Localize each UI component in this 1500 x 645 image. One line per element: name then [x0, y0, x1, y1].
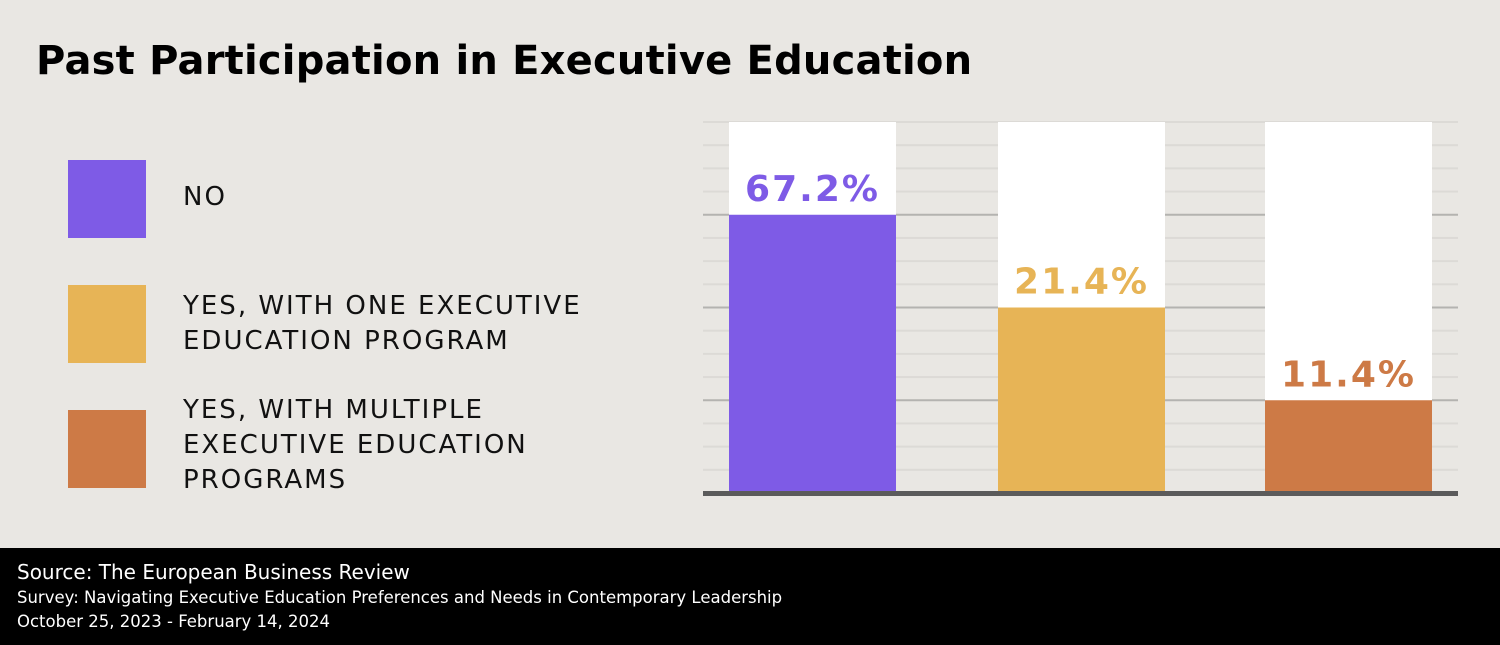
legend-swatch-no	[68, 160, 146, 238]
footer-survey: Survey: Navigating Executive Education P…	[17, 588, 783, 607]
legend-swatch-multiple-programs	[68, 410, 146, 488]
footer-dates: October 25, 2023 - February 14, 2024	[17, 612, 331, 631]
bar-chart: 67.2% 21.4% 11.4%	[703, 121, 1458, 496]
bars	[729, 122, 1432, 493]
legend-label-multiple-programs: YES, WITH MULTIPLE EXECUTIVE EDUCATION P…	[183, 395, 528, 495]
data-label: 67.2%	[745, 169, 880, 210]
data-label: 11.4%	[1281, 354, 1416, 395]
bar	[998, 307, 1165, 493]
legend-label-no: NO	[183, 182, 227, 212]
bar	[729, 214, 896, 493]
footer: Source: The European Business Review Sur…	[0, 548, 1500, 645]
x-axis-baseline	[703, 491, 1458, 496]
data-label: 21.4%	[1014, 262, 1149, 303]
chart-title: Past Participation in Executive Educatio…	[36, 38, 973, 84]
legend-swatch-one-program	[68, 285, 146, 363]
bar	[1265, 400, 1432, 493]
value-labels: 67.2% 21.4% 11.4%	[745, 169, 1416, 396]
footer-source: Source: The European Business Review	[17, 560, 410, 584]
legend-label-one-program: YES, WITH ONE EXECUTIVE EDUCATION PROGRA…	[183, 291, 582, 356]
